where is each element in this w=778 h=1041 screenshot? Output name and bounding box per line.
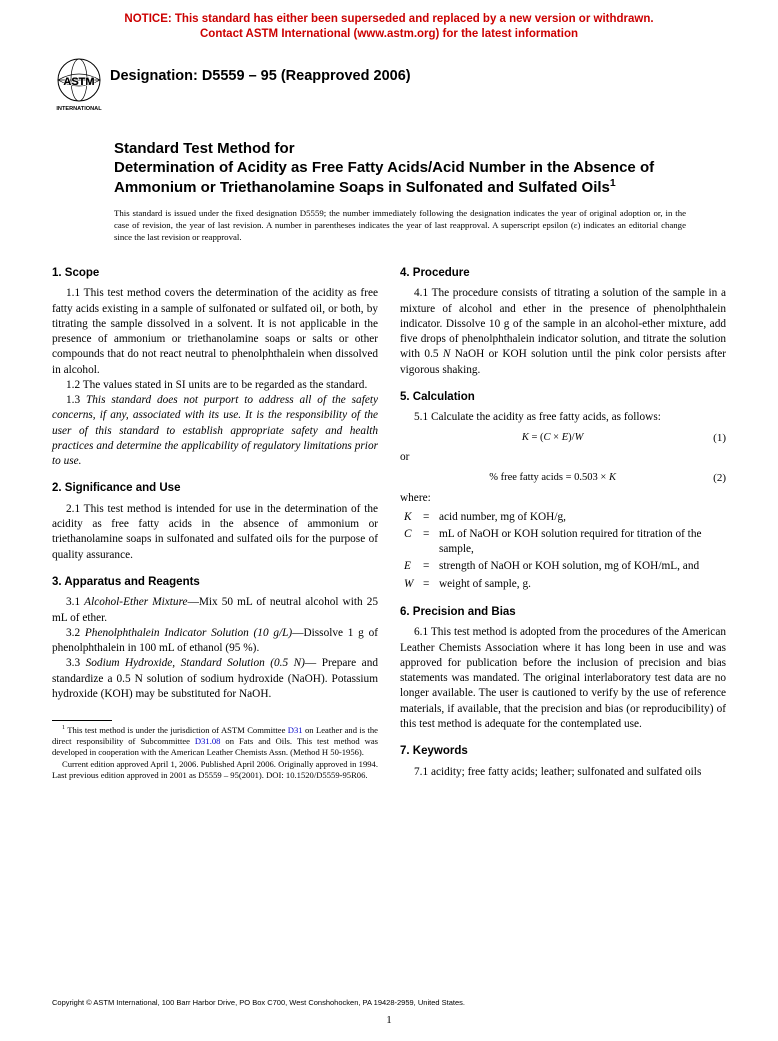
eq1-body: K = (C × E)/W	[400, 431, 705, 445]
title-main: Determination of Acidity as Free Fatty A…	[114, 159, 726, 199]
sec7-p1: 7.1 acidity; free fatty acids; leather; …	[400, 765, 726, 780]
sec4-head: 4. Procedure	[400, 266, 726, 282]
right-column: 4. Procedure 4.1 The procedure consists …	[400, 266, 726, 781]
sec5-head: 5. Calculation	[400, 390, 726, 406]
sec1-head: 1. Scope	[52, 266, 378, 282]
where-row: E=strength of NaOH or KOH solution, mg o…	[400, 558, 726, 575]
left-column: 1. Scope 1.1 This test method covers the…	[52, 266, 378, 781]
sec4-p1: 4.1 The procedure consists of titrating …	[400, 286, 726, 378]
where-row: C=mL of NaOH or KOH solution required fo…	[400, 526, 726, 559]
or-text: or	[400, 450, 726, 465]
eq1-num: (1)	[705, 431, 726, 446]
sec3-p1: 3.1 Alcohol-Ether Mixture—Mix 50 mL of n…	[52, 595, 378, 626]
sec3-p3: 3.3 Sodium Hydroxide, Standard Solution …	[52, 656, 378, 702]
boilerplate: This standard is issued under the fixed …	[114, 208, 686, 244]
sec3-p2: 3.2 Phenolphthalein Indicator Solution (…	[52, 626, 378, 657]
eq2-body: % free fatty acids = 0.503 × K	[400, 471, 705, 485]
equation-1: K = (C × E)/W (1)	[400, 431, 726, 446]
sec7-head: 7. Keywords	[400, 744, 726, 760]
sec1-p2: 1.2 The values stated in SI units are to…	[52, 378, 378, 393]
astm-logo: ASTM ASTM INTERNATIONAL	[52, 58, 106, 112]
where-row: W=weight of sample, g.	[400, 576, 726, 593]
sec1-p1: 1.1 This test method covers the determin…	[52, 286, 378, 378]
designation: Designation: D5559 – 95 (Reapproved 2006…	[110, 68, 411, 84]
sec2-head: 2. Significance and Use	[52, 481, 378, 497]
where-table: K=acid number, mg of KOH/g, C=mL of NaOH…	[400, 509, 726, 593]
svg-text:ASTM: ASTM	[63, 76, 94, 88]
link-d31[interactable]: D31	[288, 725, 303, 735]
equation-2: % free fatty acids = 0.503 × K (2)	[400, 471, 726, 486]
two-column-body: 1. Scope 1.1 This test method covers the…	[52, 266, 726, 781]
eq2-num: (2)	[705, 471, 726, 486]
sec5-p1: 5.1 Calculate the acidity as free fatty …	[400, 410, 726, 425]
where-head: where:	[400, 491, 726, 506]
title-block: Standard Test Method for Determination o…	[114, 140, 726, 198]
copyright-text: Copyright © ASTM International, 100 Barr…	[52, 998, 726, 1007]
title-prefix: Standard Test Method for	[114, 140, 726, 159]
notice-line1: NOTICE: This standard has either been su…	[124, 13, 653, 25]
header-row: ASTM ASTM INTERNATIONAL Designation: D55…	[52, 58, 726, 112]
footnote-separator	[52, 720, 112, 721]
sec1-p3: 1.3 This standard does not purport to ad…	[52, 393, 378, 469]
notice-banner: NOTICE: This standard has either been su…	[52, 12, 726, 42]
sec2-p1: 2.1 This test method is intended for use…	[52, 502, 378, 563]
footnote-2: Current edition approved April 1, 2006. …	[52, 759, 378, 781]
sec3-head: 3. Apparatus and Reagents	[52, 575, 378, 591]
where-row: K=acid number, mg of KOH/g,	[400, 509, 726, 526]
notice-line2: Contact ASTM International (www.astm.org…	[200, 28, 578, 40]
sec6-head: 6. Precision and Bias	[400, 605, 726, 621]
footnote-1: 1 This test method is under the jurisdic…	[52, 725, 378, 759]
svg-text:INTERNATIONAL: INTERNATIONAL	[56, 106, 102, 112]
link-d3108[interactable]: D31.08	[195, 736, 221, 746]
sec6-p1: 6.1 This test method is adopted from the…	[400, 625, 726, 732]
page-number: 1	[0, 1014, 778, 1026]
